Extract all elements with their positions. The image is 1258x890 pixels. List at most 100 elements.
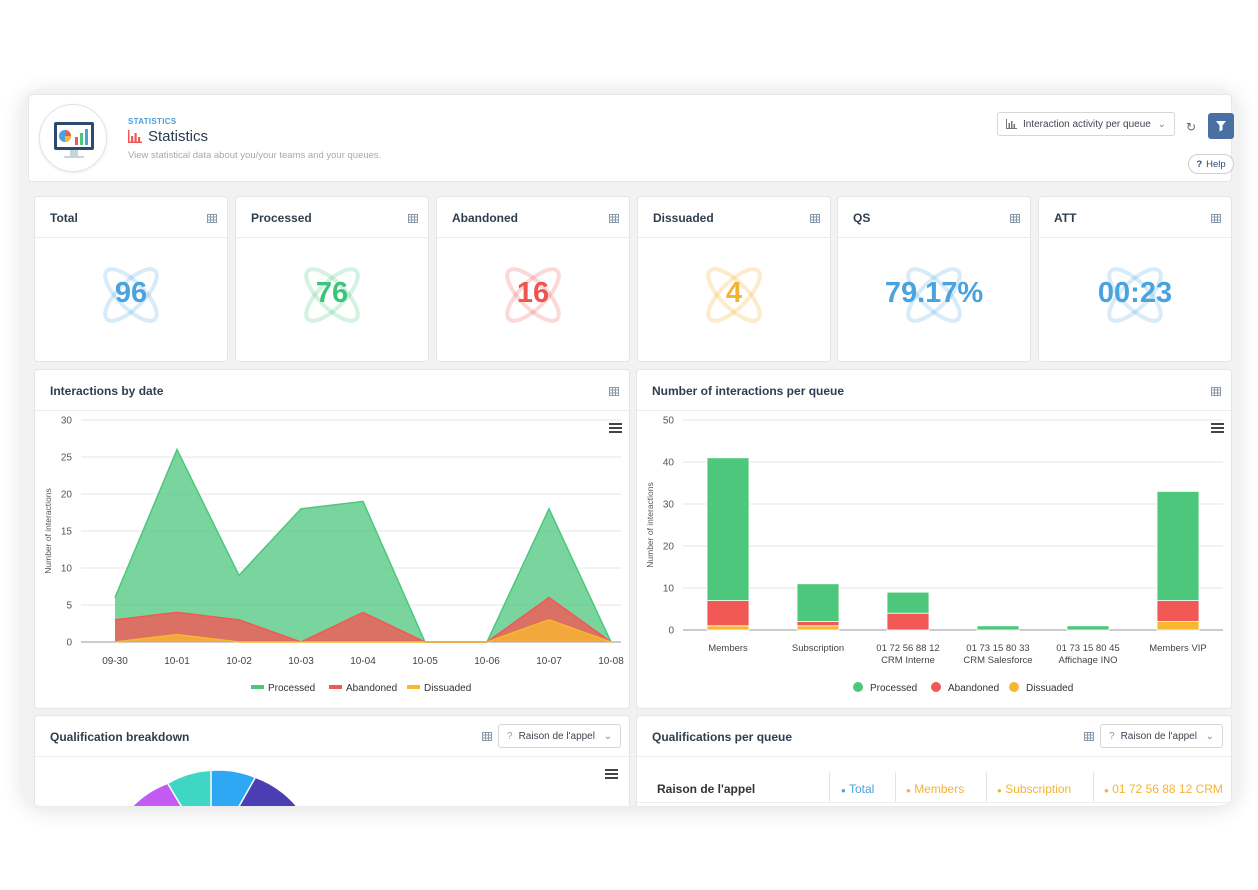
y-tick-label: 20 [61, 490, 73, 501]
kpi-card-dissuaded: Dissuaded 4 [637, 196, 831, 362]
column-header-subscription[interactable]: ● Subscription [997, 782, 1072, 796]
page-header: STATISTICS Statistics View statistical d… [28, 94, 1234, 182]
table-icon[interactable] [1084, 732, 1094, 741]
kpi-label: Abandoned [452, 211, 518, 225]
refresh-icon[interactable]: ↻ [1186, 120, 1197, 134]
monitor-chart-icon [54, 122, 94, 158]
hamburger-menu-icon[interactable] [1211, 423, 1224, 433]
qualification-select-value: Raison de l'appel [1120, 730, 1197, 742]
column-header-total[interactable]: ● Total [841, 782, 875, 796]
kpi-card-processed: Processed 76 [235, 196, 429, 362]
y-tick-label: 20 [663, 542, 675, 553]
y-tick-label: 25 [61, 453, 73, 464]
chart-title: Qualifications per queue [652, 730, 793, 744]
card-divider [35, 756, 629, 757]
kpi-card-att: ATT 00:23 [1038, 196, 1232, 362]
chevron-down-icon: ⌄ [603, 730, 612, 742]
column-header-members[interactable]: ● Members [906, 782, 965, 796]
menu-bar [609, 423, 622, 425]
x-tick-label: 09-30 [102, 656, 128, 667]
card-divider [637, 410, 1231, 411]
hamburger-menu-icon[interactable] [605, 769, 618, 779]
atom-icon [304, 267, 360, 323]
area-abandoned [115, 597, 611, 642]
area-processed [115, 449, 611, 642]
line-processed [114, 447, 612, 643]
x-tick-label: 10-06 [474, 656, 500, 667]
qualification-table-header: Raison de l'appel ● Total ● Members ● Su… [637, 772, 1231, 804]
hamburger-menu-icon[interactable] [609, 423, 622, 433]
table-icon[interactable] [609, 387, 619, 396]
atom-icon [706, 267, 762, 323]
x-tick-label: Subscription [792, 643, 844, 654]
x-tick-label: CRM Interne [881, 655, 935, 666]
card-divider [637, 756, 1231, 757]
x-tick-label: 10-07 [536, 656, 562, 667]
bar-dissuaded [1156, 621, 1200, 631]
y-tick-label: 5 [66, 601, 72, 612]
kpi-value: 79.17% [884, 277, 984, 309]
question-icon: ? [1196, 158, 1203, 170]
menu-bar [1211, 431, 1224, 433]
x-tick-label: CRM Salesforce [963, 655, 1032, 666]
help-button[interactable]: ? Help [1188, 154, 1234, 174]
table-card-qual-queue: Qualifications per queue ? Raison de l'a… [636, 715, 1232, 806]
row-header: Raison de l'appel [657, 782, 756, 796]
chart-card-by-date: Interactions by date 0 5 10 15 20 25 30 Number … [34, 369, 630, 709]
x-tick-label: 01 73 15 80 33 [966, 643, 1029, 654]
view-select[interactable]: Interaction activity per queue ⌄ [997, 112, 1175, 136]
line-dissuaded [114, 619, 612, 643]
x-tick-label: 01 73 15 80 45 [1056, 643, 1119, 654]
card-divider [236, 237, 428, 238]
legend-marker [853, 682, 863, 692]
kpi-value: 00:23 [1097, 277, 1173, 309]
kpi-value: 76 [315, 277, 349, 309]
question-icon: ? [507, 730, 513, 742]
chart-title: Interactions by date [50, 384, 164, 398]
table-icon[interactable] [810, 214, 820, 223]
x-tick-label: 10-03 [288, 656, 314, 667]
monitor-chart-logo [39, 104, 107, 172]
pie-chart [133, 769, 618, 806]
chart-card-breakdown: Qualification breakdown ? Raison de l'ap… [34, 715, 630, 806]
column-header-crm-interne[interactable]: ● 01 72 56 88 12 CRM [1104, 782, 1223, 796]
x-tick-label: 10-05 [412, 656, 438, 667]
table-icon[interactable] [408, 214, 418, 223]
app-frame: STATISTICS Statistics View statistical d… [22, 88, 1238, 806]
bar-abandoned [1156, 600, 1200, 623]
x-tick-label: 10-02 [226, 656, 252, 667]
table-icon[interactable] [609, 214, 619, 223]
y-tick-label: 10 [61, 564, 73, 575]
qualification-select[interactable]: ? Raison de l'appel ⌄ [1100, 724, 1223, 748]
bar-processed [706, 457, 750, 602]
kpi-card-total: Total 96 [34, 196, 228, 362]
bar-processed [1066, 625, 1110, 631]
table-icon[interactable] [1211, 214, 1221, 223]
menu-bar [1211, 427, 1224, 429]
y-tick-label: 50 [663, 416, 675, 427]
table-icon[interactable] [207, 214, 217, 223]
chart-card-per-queue: Number of interactions per queue 0 10 20 30… [636, 369, 1232, 709]
menu-bar [1211, 423, 1224, 425]
bar-processed [1156, 491, 1200, 601]
x-tick-label: 10-08 [598, 656, 624, 667]
question-icon: ? [1109, 730, 1115, 742]
filter-button[interactable] [1208, 113, 1234, 139]
area-dissuaded [115, 619, 611, 642]
table-icon[interactable] [1211, 387, 1221, 396]
legend-label: Abandoned [948, 683, 999, 694]
legend-label: Abandoned [346, 683, 397, 694]
card-divider [35, 237, 227, 238]
qualification-select[interactable]: ? Raison de l'appel ⌄ [498, 724, 621, 748]
bar-chart-icon [128, 130, 142, 143]
y-tick-label: 15 [61, 527, 73, 538]
area-chart: 0 5 10 15 20 25 30 Number of interactions 09-30 1… [43, 416, 624, 695]
table-icon[interactable] [1010, 214, 1020, 223]
table-icon[interactable] [482, 732, 492, 741]
legend-marker [329, 685, 342, 689]
y-axis-label: Number of interactions [43, 488, 53, 574]
y-tick-label: 0 [668, 626, 674, 637]
page-title-row: Statistics [128, 128, 208, 145]
kpi-value: 4 [725, 277, 743, 309]
pie-slice [133, 784, 182, 806]
